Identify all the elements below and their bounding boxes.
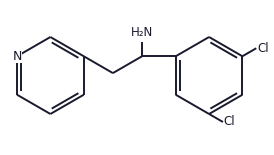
- Text: Cl: Cl: [224, 115, 235, 128]
- Text: Cl: Cl: [257, 42, 269, 55]
- Text: H₂N: H₂N: [131, 26, 153, 39]
- Text: N: N: [12, 50, 22, 63]
